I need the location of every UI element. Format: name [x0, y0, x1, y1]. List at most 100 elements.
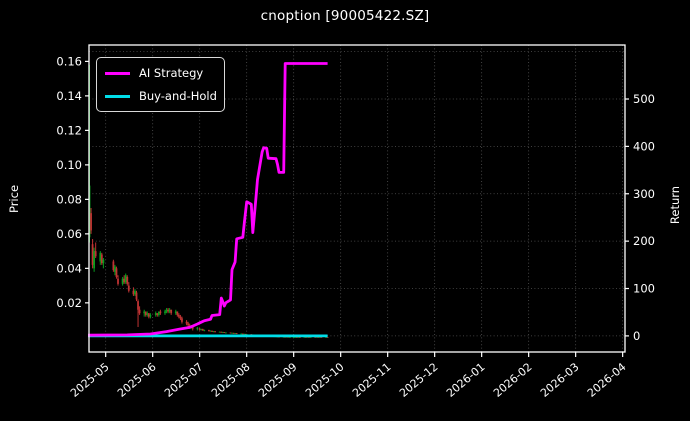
month-tick-label: 2025-10 [303, 360, 347, 400]
candle-body-up [121, 278, 124, 284]
candle-body-down [138, 309, 141, 314]
legend-item-ai-strategy: AI Strategy [105, 66, 215, 80]
candle-body-up [231, 332, 233, 334]
price-tick-label: 0.06 [56, 227, 82, 241]
candle-body-up [114, 266, 116, 272]
candle-body-down [229, 332, 232, 334]
candle-body-up [218, 331, 221, 333]
candle-body-down [126, 276, 129, 284]
candle-body-down [317, 336, 320, 338]
candle-body-up [306, 336, 309, 338]
candle-body-down [135, 292, 138, 300]
legend-label: AI Strategy [139, 66, 204, 80]
return-tick-label: 400 [633, 139, 655, 153]
candle-body-down [314, 336, 317, 338]
candle-body-down [147, 313, 150, 317]
candle-body-down [90, 213, 92, 231]
candle-body-down [214, 331, 216, 333]
candle-body-up [143, 311, 146, 314]
candle-body-down [144, 311, 147, 315]
candle-body-down [176, 311, 179, 315]
candle-body-down [181, 318, 183, 322]
month-tick-label: 2025-07 [162, 360, 206, 400]
month-tick-label: 2026-03 [538, 360, 582, 400]
candle-body-up [294, 336, 297, 338]
candle-body-up [288, 336, 291, 338]
month-tick-label: 2025-11 [350, 360, 394, 400]
candle-body-down [117, 278, 119, 284]
candle-body-down [232, 332, 235, 334]
candle-body-up [200, 329, 203, 330]
candle-body-up [292, 336, 295, 338]
price-tick-label: 0.08 [56, 192, 82, 206]
return-tick-label: 200 [633, 234, 655, 248]
candle-body-down [185, 321, 188, 324]
candle-body-up [243, 333, 246, 335]
candle-body-up [209, 330, 212, 332]
buy-and-hold-line-swatch [105, 94, 130, 98]
candle-body-up [174, 311, 177, 314]
candle-body-up [154, 313, 157, 315]
return-tick-label: 0 [633, 329, 640, 343]
month-tick-label: 2026-02 [491, 360, 535, 400]
candle-body-down [208, 330, 210, 332]
right-axis-label: Return [668, 185, 682, 225]
candle-body-down [94, 251, 97, 257]
candle-body-down [223, 332, 226, 333]
price-tick-label: 0.02 [56, 296, 82, 310]
price-tick-label: 0.12 [56, 123, 82, 137]
candle-body-down [241, 333, 244, 335]
plot-border [88, 44, 626, 353]
candle-body-up [165, 309, 168, 312]
month-tick-label: 2025-09 [256, 360, 300, 400]
candle-body-up [203, 330, 206, 331]
candle-body-down [123, 278, 126, 283]
candle-body-down [137, 301, 139, 310]
ai-strategy-line [87, 62, 328, 337]
month-tick-label: 2025-08 [209, 360, 253, 400]
month-tick-label: 2026-04 [585, 360, 629, 400]
candle-body-down [170, 309, 173, 314]
candle-body-down [100, 254, 103, 264]
candle-body-up [157, 311, 160, 315]
price-tick-label: 0.04 [56, 261, 82, 275]
candle-body-up [303, 336, 306, 338]
return-tick-label: 100 [633, 282, 655, 296]
candle-body-down [177, 314, 180, 317]
candle-body-down [308, 336, 310, 338]
candle-body-up [297, 336, 300, 338]
candle-body-down [127, 285, 130, 291]
candle-body-down [298, 336, 301, 338]
candle-body-up [224, 332, 227, 334]
candle-body-down [167, 309, 169, 312]
candle-body-up [318, 336, 321, 338]
candle-body-down [220, 331, 223, 333]
ai-strategy-line-swatch [105, 71, 130, 75]
candle-body-down [156, 313, 159, 315]
legend-label: Buy-and-Hold [139, 89, 217, 103]
left-axis-label: Price [7, 184, 21, 214]
candle-body-down [295, 336, 298, 338]
candle-body-down [187, 323, 190, 326]
candle-body-down [159, 311, 162, 314]
candle-body-up [212, 331, 215, 333]
return-tick-label: 300 [633, 187, 655, 201]
month-tick-label: 2025-12 [397, 360, 441, 400]
candle-body-down [132, 290, 135, 295]
candle-body-down [179, 316, 182, 319]
candle-body-up [168, 309, 171, 312]
price-tick-label: 0.16 [56, 54, 82, 68]
candle-body-up [99, 252, 102, 262]
candle-body-down [235, 333, 238, 335]
month-tick-label: 2025-06 [115, 360, 159, 400]
candle-body-up [196, 327, 199, 329]
candle-body-down [326, 336, 329, 338]
candle-body-up [146, 313, 149, 315]
candle-body-up [309, 336, 312, 338]
candle-body-up [102, 259, 105, 264]
price-tick-label: 0.14 [56, 89, 82, 103]
candle-body-up [315, 336, 318, 338]
candle-body-up [234, 333, 237, 335]
month-tick-label: 2026-01 [444, 360, 488, 400]
